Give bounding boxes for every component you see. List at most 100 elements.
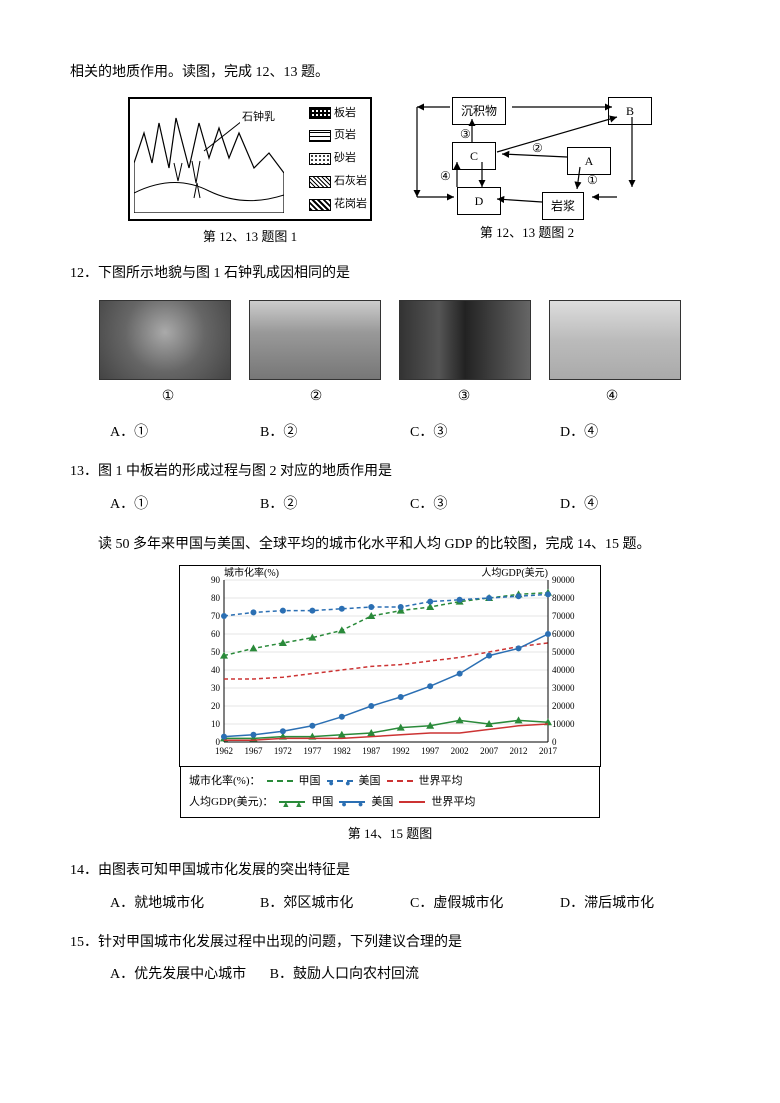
q13-choice-b[interactable]: B．② [260,492,410,519]
svg-text:1962: 1962 [215,746,233,756]
q12-choice-d[interactable]: D．④ [560,420,710,447]
figure-2: 沉积物 B C A D 岩浆 ③ ② ④ ① [402,97,652,250]
legend-huagang: 花岗岩 [334,194,367,215]
svg-text:10000: 10000 [552,719,575,729]
legend-banyan: 板岩 [334,103,356,124]
svg-text:30: 30 [211,683,221,693]
svg-text:20000: 20000 [552,701,575,711]
svg-text:50000: 50000 [552,647,575,657]
photo-label-4: ④ [547,384,677,411]
legend-row1-title: 城市化率(%)： [189,771,261,792]
figure-2-caption: 第 12、13 题图 2 [480,221,574,246]
box-d: D [457,187,501,216]
svg-text:60000: 60000 [552,629,575,639]
label-4: ④ [440,165,451,188]
svg-text:2012: 2012 [510,746,528,756]
q12-choice-a[interactable]: A．① [110,420,260,447]
q13-choice-c[interactable]: C．③ [410,492,560,519]
q15-stem: 15．针对甲国城市化发展过程中出现的问题，下列建议合理的是 [70,930,710,957]
chart-legend: 城市化率(%)： 甲国 美国 世界平均 人均GDP(美元)： 甲国 美国 世界平… [180,767,600,818]
intro-text: 相关的地质作用。读图，完成 12、13 题。 [70,60,710,87]
q14-choice-d[interactable]: D．滞后城市化 [560,891,710,918]
svg-text:1997: 1997 [421,746,440,756]
legend-world-urb: 世界平均 [419,771,463,792]
chart-caption: 第 14、15 题图 [348,822,433,847]
svg-text:1987: 1987 [362,746,381,756]
legend-jia-urb: 甲国 [299,771,321,792]
legend-us-gdp: 美国 [371,792,393,813]
q12-stem: 12．下图所示地貌与图 1 石钟乳成因相同的是 [70,261,710,288]
photo-labels: ① ② ③ ④ [70,384,710,411]
svg-text:90: 90 [211,575,221,585]
svg-text:1967: 1967 [244,746,262,756]
q15-choice-b[interactable]: B．鼓励人口向农村回流 [270,967,419,982]
photo-label-2: ② [251,384,381,411]
photo-label-3: ③ [399,384,529,411]
svg-text:10: 10 [211,719,221,729]
svg-text:50: 50 [211,647,221,657]
svg-text:2007: 2007 [480,746,499,756]
q12-choice-b[interactable]: B．② [260,420,410,447]
label-1: ① [587,169,598,192]
svg-text:90000: 90000 [552,575,575,585]
legend-world-gdp: 世界平均 [431,792,475,813]
legend-yeyan: 页岩 [334,125,356,146]
photo-row [70,300,710,380]
photo-4 [549,300,681,380]
figure-row-1: 石钟乳 板岩 页岩 砂岩 石灰岩 花岗岩 第 12、13 题图 1 沉积物 B … [70,97,710,250]
svg-text:80000: 80000 [552,593,575,603]
rock-cycle-diagram: 沉积物 B C A D 岩浆 ③ ② ④ ① [402,97,652,217]
photo-2 [249,300,381,380]
photo-label-1: ① [103,384,233,411]
figure-1-caption: 第 12、13 题图 1 [203,225,297,250]
label-2: ② [532,137,543,160]
q14-stem: 14．由图表可知甲国城市化发展的突出特征是 [70,858,710,885]
box-magma: 岩浆 [542,192,584,221]
q15-choice-a[interactable]: A．优先发展中心城市 [110,967,246,982]
svg-text:60: 60 [211,629,221,639]
legend-shayan: 砂岩 [334,148,356,169]
svg-text:1992: 1992 [392,746,410,756]
svg-text:40000: 40000 [552,665,575,675]
geology-diagram: 石钟乳 板岩 页岩 砂岩 石灰岩 花岗岩 [128,97,372,221]
legend-shihui: 石灰岩 [334,171,367,192]
q13-choice-d[interactable]: D．④ [560,492,710,519]
q14-choices: A．就地城市化 B．郊区城市化 C．虚假城市化 D．滞后城市化 [70,891,710,918]
chart-wrap: 0010100002020000303000040400005050000606… [70,565,710,846]
q15-choices: A．优先发展中心城市 B．鼓励人口向农村回流 [70,962,710,989]
svg-text:1972: 1972 [274,746,292,756]
q12-choices: A．① B．② C．③ D．④ [70,420,710,447]
question-15: 15．针对甲国城市化发展过程中出现的问题，下列建议合理的是 A．优先发展中心城市… [70,930,710,989]
box-b: B [608,97,652,126]
svg-text:1982: 1982 [333,746,351,756]
question-12: 12．下图所示地貌与图 1 石钟乳成因相同的是 ① ② ③ ④ A．① B．② … [70,261,710,447]
callout-label: 石钟乳 [240,107,277,128]
svg-text:70000: 70000 [552,611,575,621]
legend-jia-gdp: 甲国 [311,792,333,813]
box-sediment: 沉积物 [452,97,506,126]
figure-1: 石钟乳 板岩 页岩 砂岩 石灰岩 花岗岩 第 12、13 题图 1 [128,97,372,250]
question-13: 13．图 1 中板岩的形成过程与图 2 对应的地质作用是 A．① B．② C．③… [70,459,710,518]
q14-choice-c[interactable]: C．虚假城市化 [410,891,560,918]
legend-row2-title: 人均GDP(美元)： [189,792,273,813]
question-14: 14．由图表可知甲国城市化发展的突出特征是 A．就地城市化 B．郊区城市化 C．… [70,858,710,917]
label-3: ③ [460,123,471,146]
q12-choice-c[interactable]: C．③ [410,420,560,447]
svg-text:1977: 1977 [303,746,322,756]
q14-choice-b[interactable]: B．郊区城市化 [260,891,410,918]
photo-1 [99,300,231,380]
svg-text:80: 80 [211,593,221,603]
q13-stem: 13．图 1 中板岩的形成过程与图 2 对应的地质作用是 [70,459,710,486]
box-c: C [452,142,496,171]
svg-text:30000: 30000 [552,683,575,693]
rock-legend: 板岩 页岩 砂岩 石灰岩 花岗岩 [309,103,367,215]
q13-choice-a[interactable]: A．① [110,492,260,519]
svg-text:城市化率(%): 城市化率(%) [224,566,279,579]
svg-text:2002: 2002 [451,746,469,756]
svg-text:2017: 2017 [539,746,558,756]
svg-text:70: 70 [211,611,221,621]
svg-text:40: 40 [211,665,221,675]
svg-text:20: 20 [211,701,221,711]
context-14-15: 读 50 多年来甲国与美国、全球平均的城市化水平和人均 GDP 的比较图，完成 … [70,532,710,559]
q14-choice-a[interactable]: A．就地城市化 [110,891,260,918]
